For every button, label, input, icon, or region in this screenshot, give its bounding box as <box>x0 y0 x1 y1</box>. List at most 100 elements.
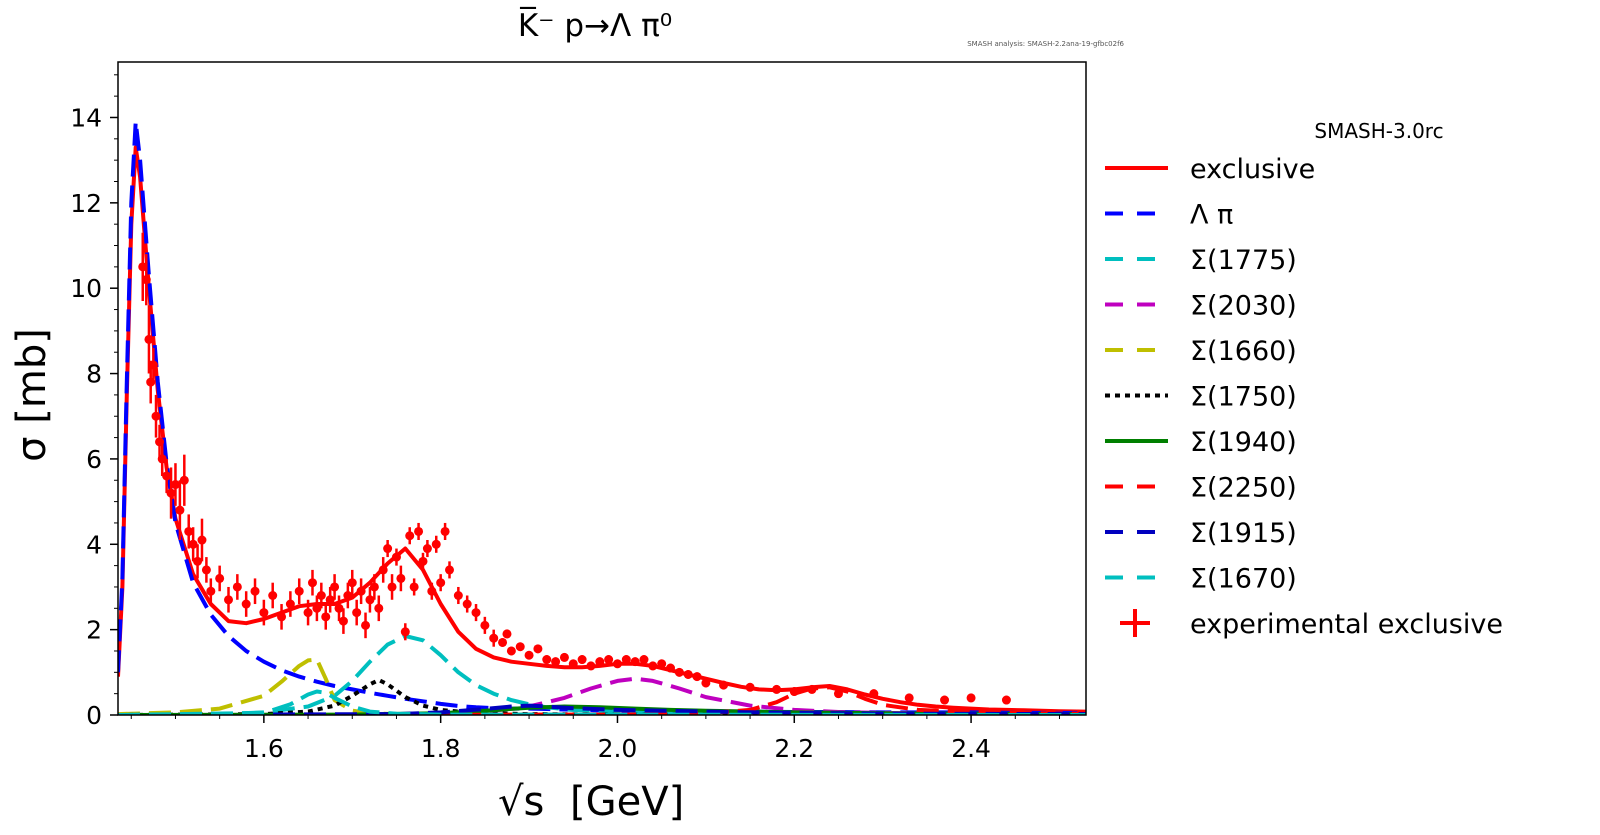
x-tick-label: 2.0 <box>598 734 638 763</box>
plot-frame <box>117 61 1087 716</box>
exp-point <box>405 531 415 541</box>
exp-point <box>692 672 702 682</box>
exp-point <box>148 360 158 370</box>
exp-point <box>400 627 410 637</box>
exp-point <box>604 655 614 665</box>
exp-point <box>502 629 512 639</box>
exp-point <box>422 544 432 554</box>
exp-point <box>365 595 375 605</box>
exp-point <box>940 695 950 705</box>
exp-point <box>595 657 605 667</box>
exp-point <box>141 275 151 285</box>
exp-point <box>440 526 450 536</box>
legend-label-4: Σ(1660) <box>1190 336 1297 367</box>
exp-point <box>542 655 552 665</box>
exp-point <box>179 475 189 485</box>
exp-point <box>577 655 587 665</box>
series-line-5 <box>118 678 1086 715</box>
exp-point <box>391 552 401 562</box>
y-tick-label: 8 <box>86 360 102 389</box>
x-tick-label: 1.8 <box>421 734 461 763</box>
y-tick-label: 0 <box>86 701 102 730</box>
exp-point <box>193 556 203 566</box>
exp-point <box>666 663 676 673</box>
exp-point <box>621 655 631 665</box>
series-line-2 <box>118 634 1086 715</box>
exp-point <box>151 411 161 421</box>
exp-point <box>175 505 185 515</box>
exp-point <box>833 689 843 699</box>
legend-label-8: Σ(1915) <box>1190 518 1297 549</box>
exp-point <box>648 661 658 671</box>
exp-point <box>316 590 326 600</box>
exp-point <box>436 578 446 588</box>
y-tick-label: 6 <box>86 445 102 474</box>
exp-point <box>683 669 693 679</box>
exp-point <box>294 586 304 596</box>
exp-point <box>383 544 393 554</box>
legend-label-2: Σ(1775) <box>1190 245 1297 276</box>
exp-point <box>431 539 441 549</box>
exp-point <box>387 582 397 592</box>
exp-point <box>162 471 172 481</box>
legend-label-experimental: experimental exclusive <box>1190 609 1503 640</box>
exp-point <box>184 526 194 536</box>
exp-point <box>201 565 211 575</box>
exp-point <box>657 659 667 669</box>
y-axis: 0 2 4 6 8 10 12 14 <box>70 74 118 730</box>
exp-point <box>1001 695 1011 705</box>
legend-label-5: Σ(1750) <box>1190 382 1297 413</box>
exp-point <box>445 565 455 575</box>
y-tick-label: 14 <box>70 103 102 132</box>
legend-label-7: Σ(2250) <box>1190 473 1297 504</box>
exp-point <box>232 582 242 592</box>
exp-point <box>789 687 799 697</box>
exp-point <box>453 590 463 600</box>
exp-point <box>418 556 428 566</box>
series-line-8 <box>118 703 1086 715</box>
exp-point <box>586 661 596 671</box>
exp-point <box>533 644 543 654</box>
legend-label-3: Σ(2030) <box>1190 291 1297 322</box>
exp-point <box>206 586 216 596</box>
exp-point <box>719 680 729 690</box>
exp-point <box>157 454 167 464</box>
series-layer <box>118 119 1086 715</box>
exp-point <box>524 650 534 660</box>
legend-label-9: Σ(1670) <box>1190 564 1297 595</box>
y-tick-label: 4 <box>86 530 102 559</box>
chart-title: K̅⁻ p→Λ π⁰ <box>518 6 672 44</box>
exp-point <box>312 603 322 613</box>
exp-point <box>498 637 508 647</box>
exp-point <box>674 667 684 677</box>
exp-point <box>138 262 148 272</box>
legend-title: SMASH-3.0rc <box>1314 119 1443 143</box>
y-tick-label: 10 <box>70 274 102 303</box>
exp-point <box>330 582 340 592</box>
y-tick-label: 2 <box>86 616 102 645</box>
exp-point <box>409 582 419 592</box>
x-tick-label: 2.4 <box>951 734 991 763</box>
legend: exclusive Λ π Σ(1775) Σ(2030) Σ(1660) Σ(1750)… <box>1105 154 1503 640</box>
exp-point <box>378 565 388 575</box>
exp-point <box>630 657 640 667</box>
x-axis-label: [GeV] <box>570 779 684 825</box>
exp-point <box>414 526 424 536</box>
exp-point <box>904 693 914 703</box>
series-line-9 <box>118 689 1086 715</box>
x-tick-label: 1.6 <box>244 734 284 763</box>
exp-point <box>361 620 371 630</box>
exp-point <box>347 578 357 588</box>
exp-point <box>250 586 260 596</box>
exp-point <box>285 599 295 609</box>
exp-point <box>701 678 711 688</box>
exp-point <box>259 608 269 618</box>
y-axis-label: σ [mb] <box>9 328 55 462</box>
exp-point <box>515 642 525 652</box>
exp-point <box>352 608 362 618</box>
exp-point <box>241 599 251 609</box>
exp-point <box>480 620 490 630</box>
exp-point <box>639 655 649 665</box>
exp-point <box>356 586 366 596</box>
exp-point <box>612 659 622 669</box>
